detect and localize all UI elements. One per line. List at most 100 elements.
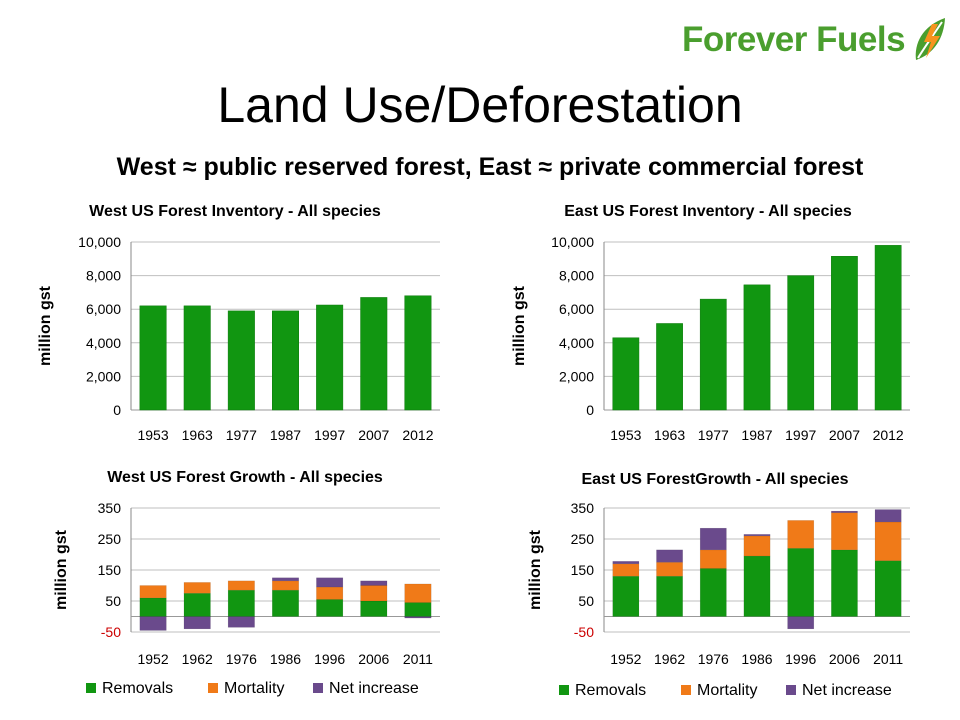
x-tick-label: 1952 xyxy=(137,651,168,667)
y-tick-label: 8,000 xyxy=(559,268,594,284)
bar-mortality-2006 xyxy=(360,585,388,602)
bar-removals-1996 xyxy=(787,548,815,617)
bar-net-increase-2006 xyxy=(831,510,858,513)
x-tick-label: 1962 xyxy=(654,651,685,667)
y-axis-label: million gst xyxy=(511,285,528,366)
bar-removals-2011 xyxy=(874,560,902,617)
logo-text: Forever Fuels xyxy=(682,20,906,59)
bar-net-increase-1986 xyxy=(743,534,771,537)
x-tick-label: 1977 xyxy=(698,427,729,443)
x-tick-label: 1952 xyxy=(610,651,641,667)
y-tick-label: 10,000 xyxy=(551,234,594,250)
x-tick-label: 1987 xyxy=(741,427,772,443)
forever-fuels-logo: Forever Fuels xyxy=(682,14,950,66)
bar-1987 xyxy=(272,310,299,411)
bar-1963 xyxy=(183,305,211,411)
bar-1977 xyxy=(699,298,727,411)
x-tick-label: 2007 xyxy=(358,427,389,443)
bar-mortality-1976 xyxy=(699,549,727,569)
bar-mortality-1952 xyxy=(612,563,640,577)
bar-net-increase-2006 xyxy=(360,580,388,586)
bar-1997 xyxy=(316,304,344,411)
y-tick-label: 2,000 xyxy=(559,368,594,384)
y-tick-label: 350 xyxy=(571,500,595,516)
legend-swatch-removals xyxy=(86,683,96,693)
y-tick-label: 350 xyxy=(98,500,122,516)
y-tick-label: 2,000 xyxy=(86,368,121,384)
bar-removals-2011 xyxy=(404,602,432,617)
west-inventory-chart: West US Forest Inventory - All species mi… xyxy=(37,203,440,443)
y-tick-label: 4,000 xyxy=(86,335,121,351)
bar-mortality-1986 xyxy=(272,580,299,591)
x-tick-label: 1976 xyxy=(698,651,729,667)
chart-title: West US Forest Inventory - All species xyxy=(89,203,381,220)
page-title: Land Use/Deforestation xyxy=(217,77,743,133)
legend-swatch-net-increase xyxy=(313,683,323,693)
y-tick-label: 6,000 xyxy=(559,301,594,317)
x-tick-label: 2006 xyxy=(829,651,860,667)
bar-net-increase-1976 xyxy=(699,527,727,551)
bar-removals-1976 xyxy=(699,568,727,617)
y-tick-label: -50 xyxy=(574,624,594,640)
x-tick-label: 1963 xyxy=(182,427,213,443)
legend-label-net-increase: Net increase xyxy=(329,680,419,697)
bar-2012 xyxy=(404,295,432,411)
bar-1997 xyxy=(787,275,815,411)
legend-swatch-mortality xyxy=(681,685,691,695)
bar-2012 xyxy=(874,245,902,411)
bar-net-increase-1976 xyxy=(227,616,255,628)
x-tick-label: 1986 xyxy=(741,651,772,667)
x-tick-label: 1953 xyxy=(610,427,641,443)
bar-1953 xyxy=(139,305,167,411)
x-tick-label: 2006 xyxy=(358,651,389,667)
bar-mortality-2011 xyxy=(404,583,432,603)
y-tick-label: 250 xyxy=(98,531,122,547)
x-tick-label: 1986 xyxy=(270,651,301,667)
x-tick-label: 2007 xyxy=(829,427,860,443)
bar-removals-1976 xyxy=(227,589,255,617)
bar-net-increase-2011 xyxy=(404,616,432,619)
bar-removals-1962 xyxy=(183,593,211,617)
bar-net-increase-1952 xyxy=(139,616,167,631)
x-tick-label: 1997 xyxy=(314,427,345,443)
bar-removals-1962 xyxy=(656,575,683,617)
y-tick-label: 0 xyxy=(113,402,121,418)
bar-net-increase-1996 xyxy=(787,616,815,630)
page-subtitle: West ≈ public reserved forest, East ≈ pr… xyxy=(116,153,864,181)
y-tick-label: 150 xyxy=(98,562,122,578)
legend-swatch-mortality xyxy=(208,683,218,693)
y-tick-label: 4,000 xyxy=(559,335,594,351)
bar-removals-1996 xyxy=(316,599,344,617)
legend-label-mortality: Mortality xyxy=(224,680,284,697)
bar-net-increase-1996 xyxy=(316,577,344,588)
chart-legend: Removals Mortality Net increase xyxy=(86,680,419,697)
bar-1987 xyxy=(743,284,771,411)
bar-removals-1986 xyxy=(743,555,771,617)
bar-removals-1986 xyxy=(272,589,299,617)
legend-label-removals: Removals xyxy=(102,680,173,697)
x-tick-label: 1997 xyxy=(785,427,816,443)
bar-mortality-2006 xyxy=(831,512,858,551)
y-tick-label: 6,000 xyxy=(86,301,121,317)
x-tick-label: 1963 xyxy=(654,427,685,443)
y-tick-label: 0 xyxy=(586,402,594,418)
bar-removals-2006 xyxy=(360,600,388,617)
x-tick-label: 1976 xyxy=(226,651,257,667)
bar-mortality-1976 xyxy=(227,580,255,591)
bar-mortality-2011 xyxy=(874,521,902,561)
bar-removals-1952 xyxy=(139,597,167,617)
bar-net-increase-1962 xyxy=(656,549,683,563)
x-tick-label: 1996 xyxy=(314,651,345,667)
legend-label-removals: Removals xyxy=(575,682,646,699)
y-tick-label: 50 xyxy=(105,593,121,609)
chart-title: East US ForestGrowth - All species xyxy=(581,471,848,488)
leaf-lightning-icon xyxy=(915,18,945,60)
y-tick-label: 10,000 xyxy=(78,234,121,250)
bar-mortality-1996 xyxy=(316,586,344,600)
legend-swatch-net-increase xyxy=(786,685,796,695)
bar-removals-1952 xyxy=(612,575,640,617)
bar-2007 xyxy=(360,297,388,411)
y-tick-label: 150 xyxy=(571,562,595,578)
bar-net-increase-2011 xyxy=(874,509,902,523)
west-growth-chart: West US Forest Growth - All species milli… xyxy=(53,469,440,697)
